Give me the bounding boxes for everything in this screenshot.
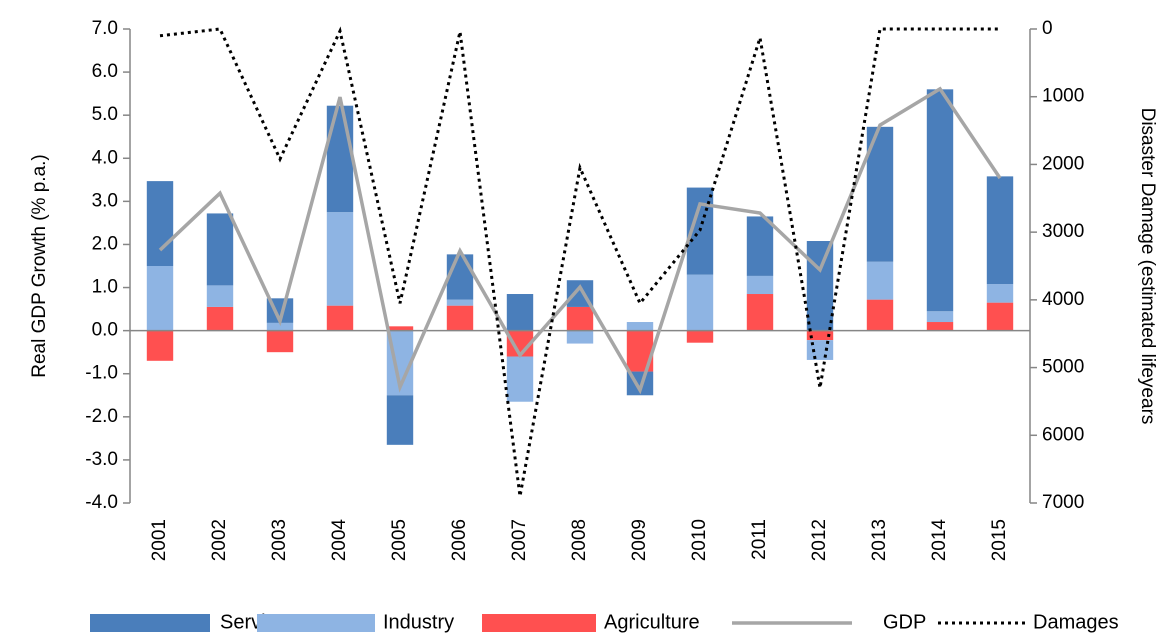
bar — [926, 89, 954, 312]
y-tick-label: 5.0 — [92, 104, 118, 125]
y-tick-label: 0.0 — [92, 320, 118, 341]
bar — [806, 241, 834, 331]
bar — [146, 266, 174, 331]
x-tick-label: 2008 — [569, 519, 590, 561]
x-tick-label: 2009 — [629, 519, 650, 561]
y2-tick-label: 7000 — [1042, 492, 1084, 513]
legend-label: Industry — [383, 611, 454, 633]
bar — [746, 294, 774, 331]
y-tick-label: 1.0 — [92, 277, 118, 298]
y2-tick-label: 2000 — [1042, 153, 1084, 174]
bar — [746, 216, 774, 276]
bar — [986, 284, 1014, 303]
bar — [866, 261, 894, 300]
x-tick-label: 2005 — [389, 519, 410, 561]
bar — [686, 274, 714, 331]
x-tick-label: 2001 — [149, 519, 170, 561]
y2-axis-title: Disaster Damage (estimated lifeyears — [1137, 108, 1158, 425]
y2-tick-label: 1000 — [1042, 86, 1084, 107]
bar — [566, 306, 594, 331]
y2-tick-label: 0 — [1042, 18, 1053, 39]
y-tick-label: 2.0 — [92, 233, 118, 254]
legend-swatch — [90, 614, 210, 632]
bar — [986, 176, 1014, 285]
x-tick-label: 2007 — [509, 519, 530, 561]
bar — [146, 330, 174, 361]
legend-swatch — [482, 614, 596, 632]
bar — [446, 305, 474, 331]
bar — [386, 395, 414, 445]
bar — [926, 311, 954, 323]
legend-swatch — [257, 614, 375, 632]
y-tick-label: 7.0 — [92, 18, 118, 39]
x-tick-label: 2013 — [869, 519, 890, 561]
bar — [386, 326, 414, 331]
bar — [206, 213, 234, 286]
y-tick-label: -2.0 — [85, 406, 118, 427]
x-tick-label: 2002 — [209, 519, 230, 561]
legend-label: Damages — [1033, 611, 1119, 633]
x-tick-label: 2011 — [749, 519, 770, 560]
bar — [446, 299, 474, 306]
y2-tick-label: 6000 — [1042, 424, 1084, 445]
bar — [506, 294, 534, 331]
y2-tick-label: 3000 — [1042, 221, 1084, 242]
bar — [746, 275, 774, 295]
bar — [986, 302, 1014, 331]
damages-line — [159, 26, 1000, 497]
bar — [146, 181, 174, 266]
y-tick-label: -3.0 — [85, 449, 118, 470]
bar — [626, 322, 654, 331]
x-tick-label: 2006 — [449, 519, 470, 561]
bar — [806, 340, 834, 360]
bar — [266, 330, 294, 353]
gdp-line — [158, 86, 1002, 395]
x-tick-label: 2012 — [809, 519, 830, 561]
bar — [326, 212, 354, 306]
y-tick-label: 4.0 — [92, 147, 118, 168]
y-tick-label: 3.0 — [92, 190, 118, 211]
bar — [206, 306, 234, 331]
y-tick-label: 6.0 — [92, 61, 118, 82]
y-tick-label: -4.0 — [85, 492, 118, 513]
legend-label: GDP — [883, 611, 926, 633]
bar — [446, 254, 474, 300]
x-tick-label: 2015 — [989, 519, 1010, 561]
bar — [506, 356, 534, 402]
bar — [866, 299, 894, 331]
bar — [686, 330, 714, 343]
legend-label: Agriculture — [604, 611, 700, 633]
x-tick-label: 2003 — [269, 519, 290, 561]
y2-tick-label: 4000 — [1042, 289, 1084, 310]
y2-tick-label: 5000 — [1042, 357, 1084, 378]
bar — [326, 105, 354, 213]
bar — [206, 285, 234, 307]
bar — [326, 305, 354, 331]
bar — [266, 322, 294, 331]
bar — [926, 322, 954, 331]
y-axis-title: Real GDP Growth (% p.a.) — [29, 154, 50, 378]
x-tick-label: 2004 — [329, 519, 350, 562]
bar — [806, 330, 834, 341]
x-tick-label: 2014 — [929, 519, 950, 562]
y-tick-label: -1.0 — [85, 363, 118, 384]
x-tick-label: 2010 — [689, 519, 710, 561]
bar — [566, 330, 594, 344]
